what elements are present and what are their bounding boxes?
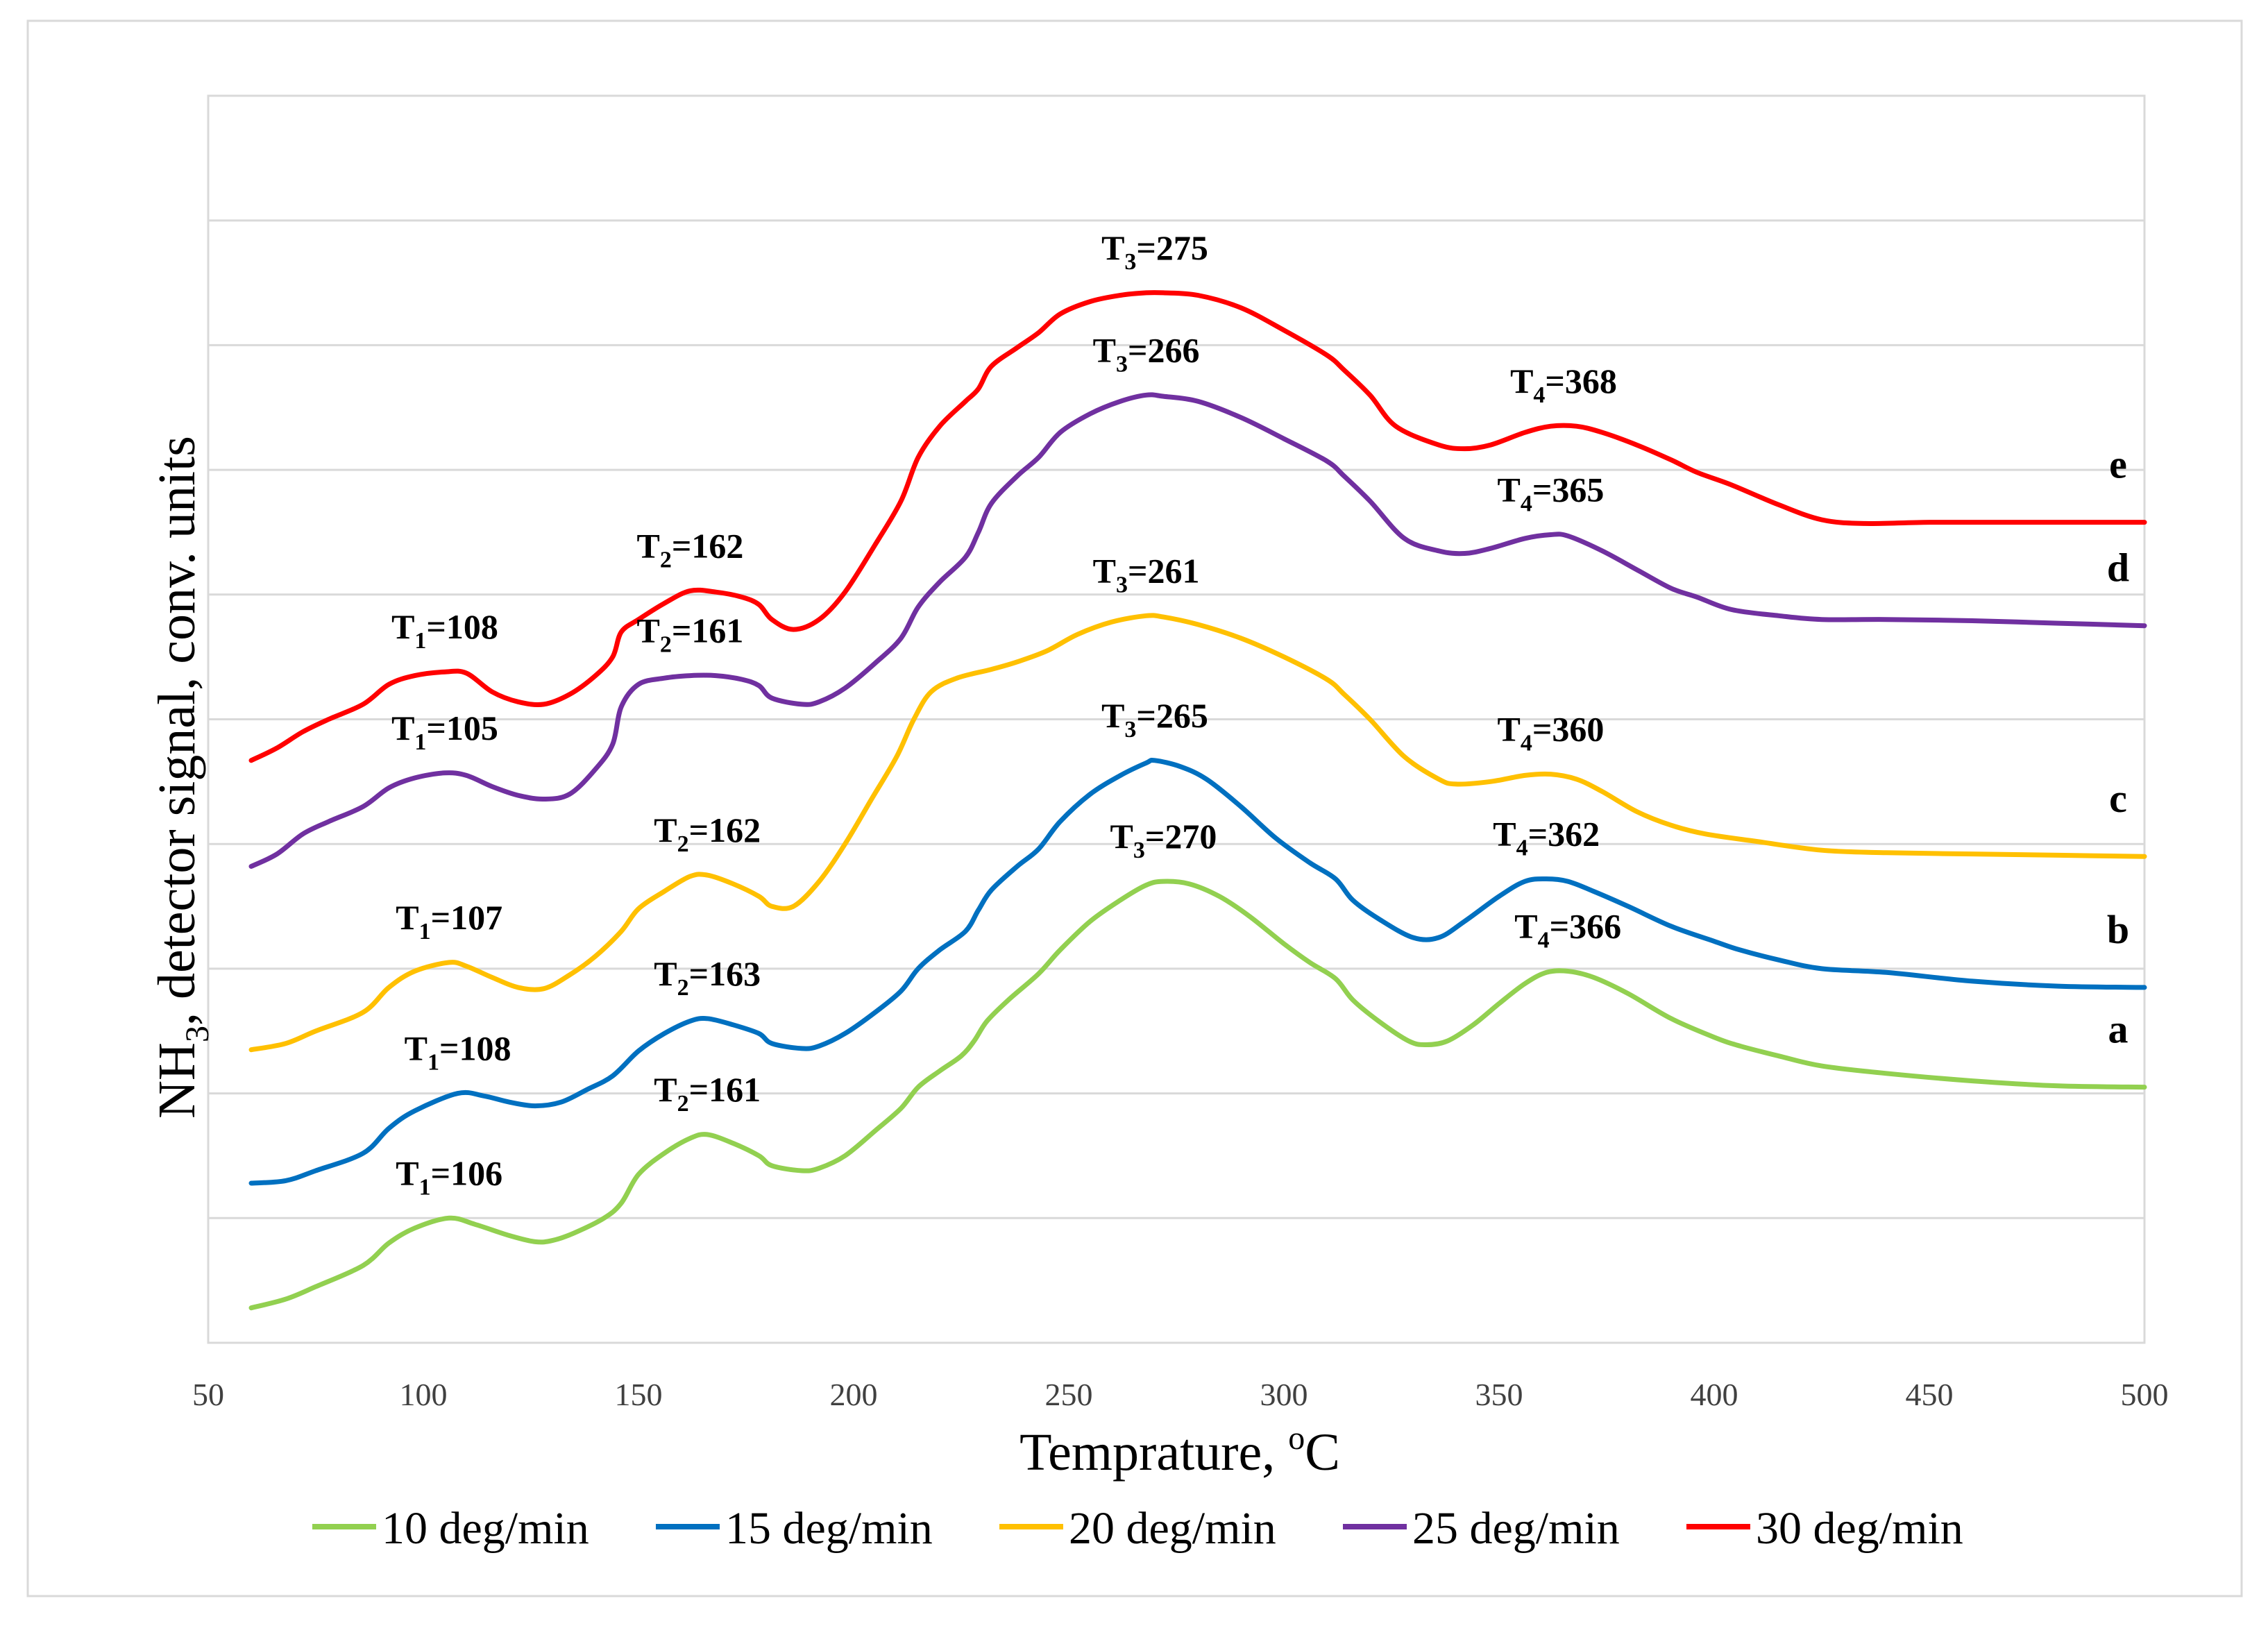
x-tick-label-4: 250 [1045, 1377, 1093, 1412]
x-tick-label-6: 350 [1475, 1377, 1523, 1412]
legend-label-b: 15 deg/min [725, 1503, 933, 1554]
peak-label-a-2: T2=161 [654, 1070, 761, 1117]
series-letter-c: c [2109, 776, 2127, 821]
series-letter-e: e [2109, 442, 2127, 487]
x-tick-label-3: 200 [830, 1377, 878, 1412]
x-axis-label: Temprature, oC [1019, 1420, 1340, 1482]
peak-label-a-4: T4=366 [1514, 906, 1621, 953]
legend: 10 deg/min 15 deg/min 20 deg/min 25 deg/min… [312, 1503, 1963, 1554]
series-letter-b: b [2107, 907, 2129, 952]
x-axis-label-main: Temprature, [1019, 1423, 1288, 1482]
peak-label-b-4: T4=362 [1493, 815, 1600, 861]
peak-label-d-3: T3=266 [1093, 330, 1200, 377]
peak-label-d-4: T4=365 [1497, 470, 1604, 517]
x-tick-label-9: 500 [2121, 1377, 2169, 1412]
peak-label-e-4: T4=368 [1510, 362, 1617, 408]
peak-label-d-2: T2=161 [636, 611, 743, 658]
peak-label-d-1: T1=105 [391, 709, 498, 755]
peak-label-b-2: T2=163 [654, 954, 761, 1001]
x-tick-label-7: 400 [1691, 1377, 1738, 1412]
series-line-d [248, 392, 2147, 869]
peak-label-c-2: T2=162 [654, 811, 761, 857]
x-tick-label-8: 450 [1906, 1377, 1954, 1412]
peak-label-a-1: T1=106 [396, 1153, 502, 1200]
peak-label-c-1: T1=107 [396, 898, 502, 944]
y-axis-label-pre: NH [148, 1042, 206, 1119]
legend-label-e: 30 deg/min [1756, 1503, 1963, 1554]
series-letter-a: a [2108, 1007, 2129, 1052]
peak-label-c-4: T4=360 [1497, 710, 1604, 756]
x-tick-label-1: 100 [400, 1377, 448, 1412]
y-axis-label-post: , detector signal, conv. units [148, 436, 206, 1026]
x-tick-label-5: 300 [1260, 1377, 1308, 1412]
peak-labels: T1=106 T2=161 T3=270 T4=366 T1=108 T2=163 T3=2… [391, 228, 1621, 1200]
series-lines [248, 289, 2147, 1311]
peak-label-e-3: T3=275 [1101, 228, 1208, 275]
peak-label-e-2: T2=162 [636, 526, 743, 573]
x-axis-label-unit: C [1305, 1423, 1340, 1482]
x-axis-label-sup: o [1288, 1420, 1305, 1457]
series-line-b [248, 757, 2147, 1186]
y-axis-label-sub: 3 [179, 1026, 216, 1042]
peak-label-b-1: T1=108 [405, 1029, 511, 1076]
series-line-c [248, 613, 2147, 1053]
peak-label-b-3: T3=265 [1101, 696, 1208, 743]
series-letter-d: d [2107, 545, 2129, 591]
peak-label-c-3: T3=261 [1093, 551, 1200, 597]
figure-frame [26, 19, 2243, 1597]
series-line-a [248, 879, 2147, 1311]
series-letters: a b c d e [2107, 442, 2129, 1052]
x-axis-ticks: 50 100 150 200 250 300 350 400 450 500 [192, 1377, 2169, 1412]
x-tick-label-2: 150 [615, 1377, 663, 1412]
y-axis-label: NH3, detector signal, conv. units [148, 436, 216, 1119]
legend-label-c: 20 deg/min [1069, 1503, 1276, 1554]
x-tick-label-0: 50 [192, 1377, 224, 1412]
legend-label-a: 10 deg/min [382, 1503, 589, 1554]
peak-label-e-1: T1=108 [391, 607, 498, 654]
legend-label-d: 25 deg/min [1412, 1503, 1620, 1554]
series-line-e [248, 289, 2147, 763]
peak-label-a-3: T3=270 [1110, 817, 1217, 863]
